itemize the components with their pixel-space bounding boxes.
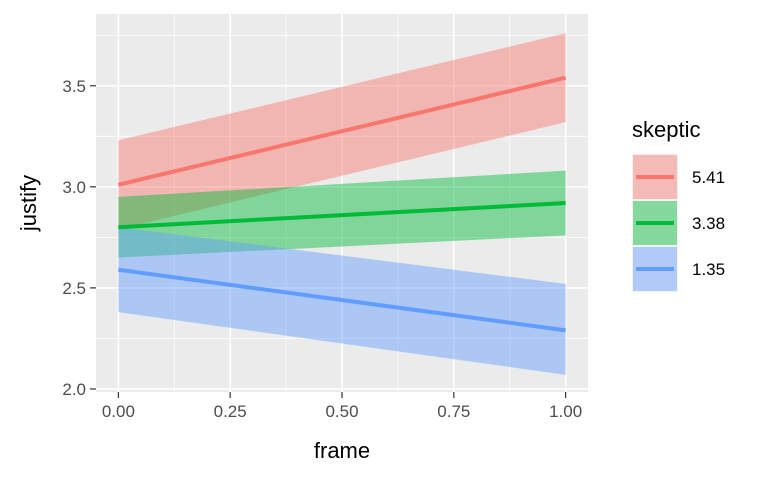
- line-5.41: [117, 75, 567, 187]
- x-axis-title: frame: [314, 438, 370, 463]
- legend-label-1.35: 1.35: [692, 260, 725, 279]
- x-tick-label-1: 0.25: [214, 402, 247, 421]
- y-tick-label-2: 3.0: [62, 178, 86, 197]
- y-axis-title: justify: [16, 175, 41, 232]
- grid-major: [96, 14, 588, 392]
- legend-label-3.38: 3.38: [692, 214, 725, 233]
- y-tick-label-3: 3.5: [62, 77, 86, 96]
- x-tick-label-4: 1.00: [549, 402, 582, 421]
- fit-lines: [117, 75, 567, 333]
- line-1.35: [118, 267, 566, 333]
- y-tick-label-0: 2.0: [62, 380, 86, 399]
- legend: skeptic 5.41 3.38 1.35: [632, 117, 725, 292]
- x-tick-label-3: 0.75: [437, 402, 470, 421]
- legend-label-5.41: 5.41: [692, 168, 725, 187]
- axes: 0.00 0.25 0.50 0.75 1.00 2.0 2.5 3.0 3.5: [62, 77, 582, 421]
- line-3.38: [118, 201, 566, 230]
- y-tick-label-1: 2.5: [62, 279, 86, 298]
- x-tick-label-2: 0.50: [325, 402, 358, 421]
- x-tick-label-0: 0.00: [102, 402, 135, 421]
- legend-title: skeptic: [632, 117, 700, 142]
